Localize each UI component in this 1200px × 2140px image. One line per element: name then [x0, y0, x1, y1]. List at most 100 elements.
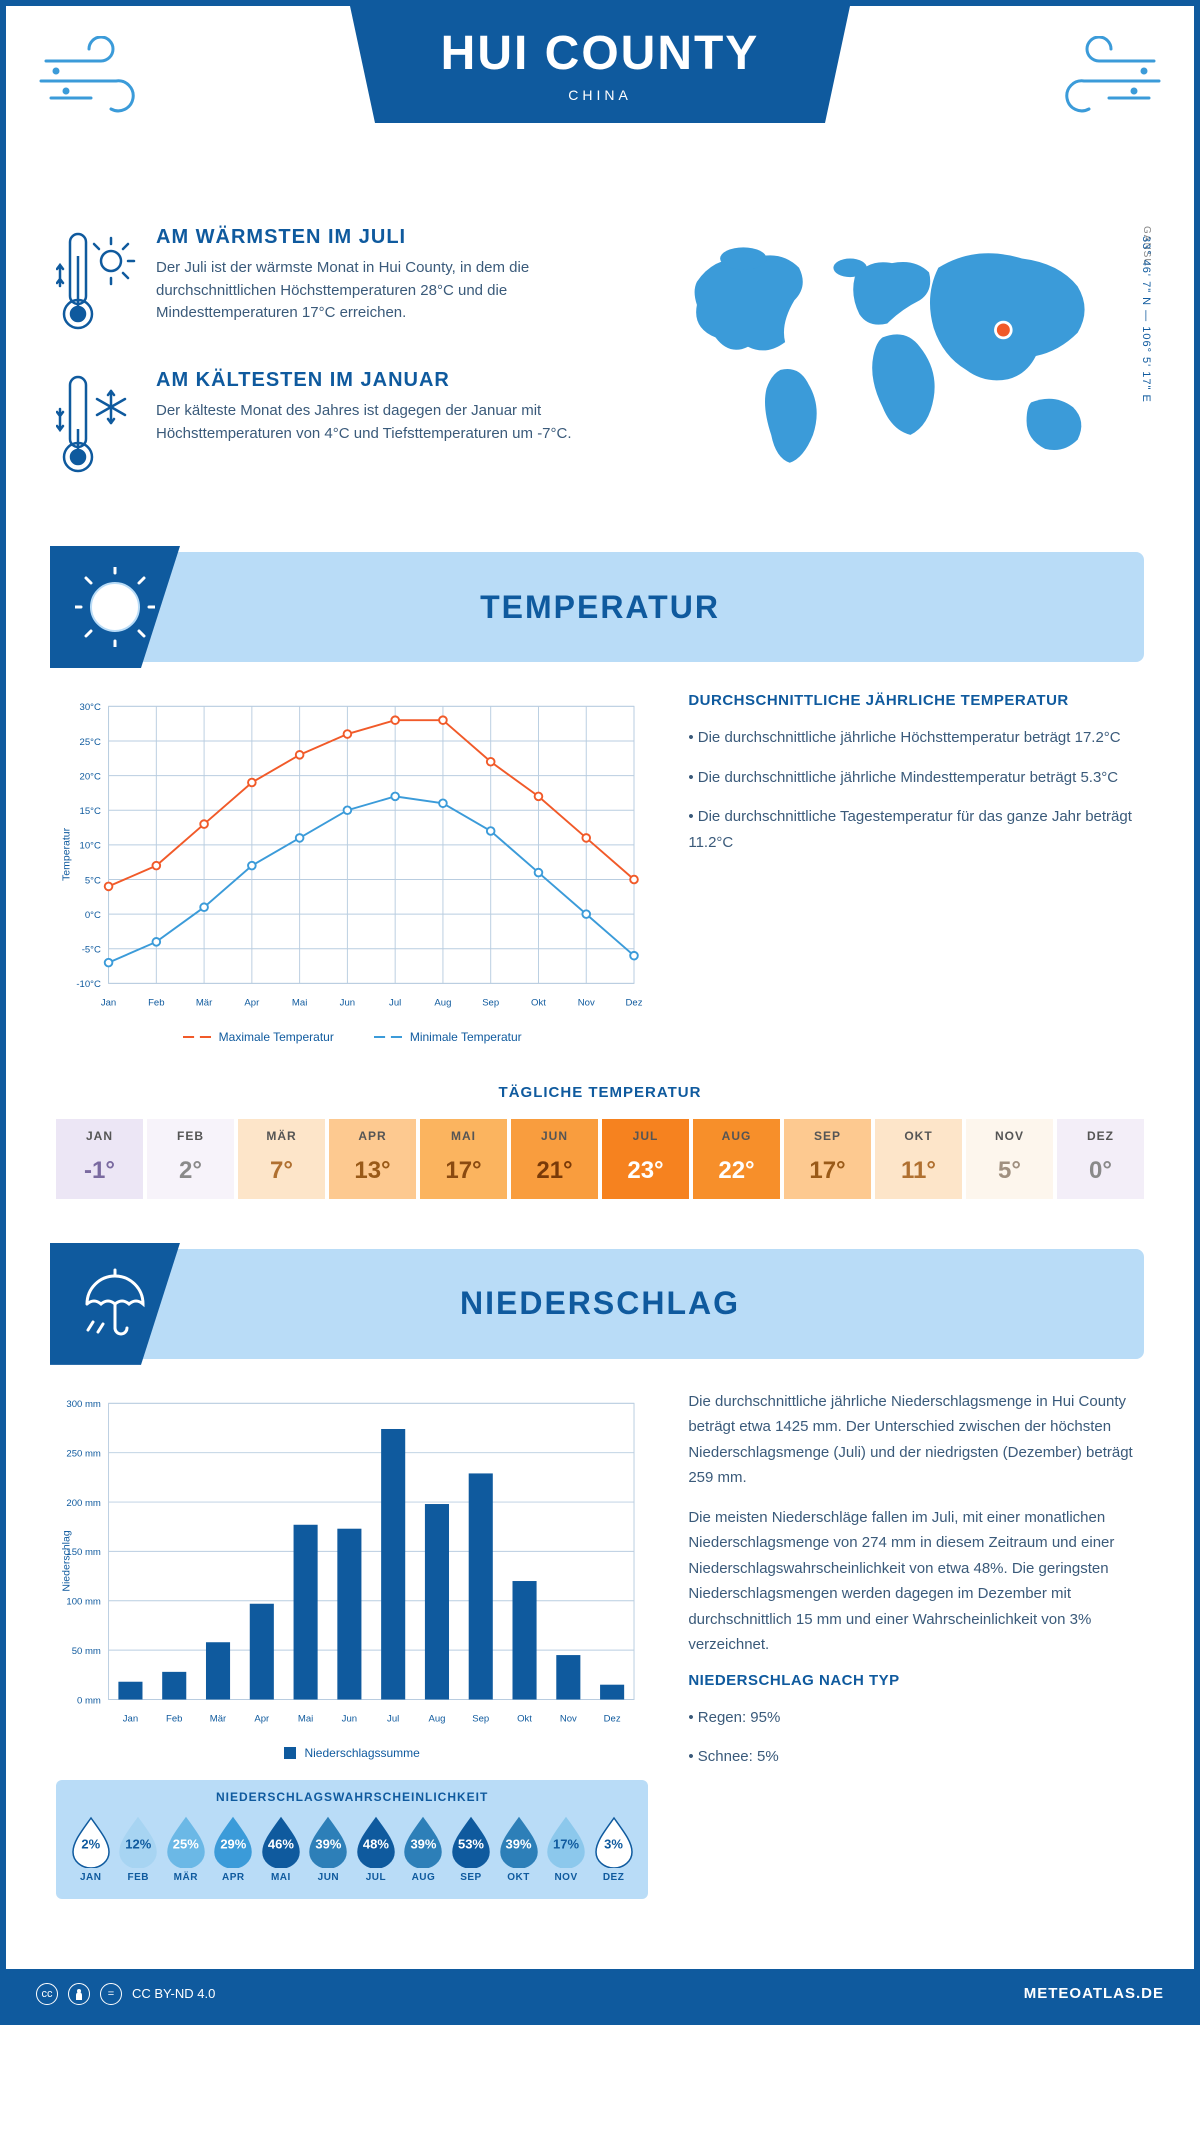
intro-section: AM WÄRMSTEN IM JULI Der Juli ist der wär…	[56, 226, 1144, 512]
footer: cc = CC BY-ND 4.0 METEOATLAS.DE	[6, 1969, 1194, 2019]
precip-legend: Niederschlagssumme	[56, 1746, 648, 1760]
drop-cell: 46%MAI	[258, 1816, 304, 1883]
precip-prob-heading: NIEDERSCHLAGSWAHRSCHEINLICHKEIT	[68, 1790, 636, 1804]
site-name: METEOATLAS.DE	[1024, 1985, 1164, 2002]
svg-text:Jul: Jul	[389, 997, 401, 1008]
temp-cell: JUL23°	[602, 1119, 689, 1199]
svg-text:Apr: Apr	[254, 1713, 270, 1724]
svg-text:-10°C: -10°C	[76, 979, 101, 990]
world-map	[640, 226, 1144, 486]
coldest-heading: AM KÄLTESTEN IM JANUAR	[156, 369, 610, 392]
svg-text:Temperatur: Temperatur	[60, 827, 72, 881]
svg-text:15°C: 15°C	[80, 806, 101, 817]
drop-cell: 29%APR	[211, 1816, 257, 1883]
header: HUI COUNTY CHINA	[6, 6, 1194, 206]
precip-type-bullet: • Schnee: 5%	[688, 1744, 1144, 1770]
temperature-title: TEMPERATUR	[480, 589, 720, 626]
legend-max: Maximale Temperatur	[219, 1030, 334, 1044]
temp-bullet: • Die durchschnittliche jährliche Mindes…	[688, 765, 1144, 791]
drop-cell: 17%NOV	[543, 1816, 589, 1883]
page: HUI COUNTY CHINA AM WÄRMSTEN IM JULI Der…	[0, 0, 1200, 2025]
svg-text:Sep: Sep	[482, 997, 499, 1008]
precip-p1: Die durchschnittliche jährliche Niedersc…	[688, 1389, 1144, 1491]
nd-icon: =	[100, 1983, 122, 2005]
svg-text:-5°C: -5°C	[82, 945, 101, 956]
svg-text:Mai: Mai	[298, 1713, 313, 1724]
thermometer-hot-icon	[56, 226, 136, 341]
svg-text:10°C: 10°C	[80, 841, 101, 852]
legend-min: Minimale Temperatur	[410, 1030, 522, 1044]
precip-probability: NIEDERSCHLAGSWAHRSCHEINLICHKEIT 2%JAN12%…	[56, 1780, 648, 1899]
temperature-legend: Maximale Temperatur Minimale Temperatur	[56, 1030, 648, 1044]
daily-temp-heading: TÄGLICHE TEMPERATUR	[56, 1084, 1144, 1101]
temp-cell: FEB2°	[147, 1119, 234, 1199]
precip-chart: 0 mm50 mm100 mm150 mm200 mm250 mm300 mmN…	[56, 1389, 648, 1899]
svg-text:Mär: Mär	[196, 997, 213, 1008]
svg-text:Dez: Dez	[626, 997, 643, 1008]
svg-text:250 mm: 250 mm	[66, 1448, 101, 1459]
svg-text:100 mm: 100 mm	[66, 1596, 101, 1607]
temperature-chart: -10°C-5°C0°C5°C10°C15°C20°C25°C30°CJanFe…	[56, 692, 648, 1044]
drop-cell: 25%MÄR	[163, 1816, 209, 1883]
precip-p2: Die meisten Niederschläge fallen im Juli…	[688, 1505, 1144, 1658]
svg-text:Jan: Jan	[123, 1713, 138, 1724]
drop-cell: 39%JUN	[306, 1816, 352, 1883]
drop-cell: 39%AUG	[401, 1816, 447, 1883]
temp-bullet: • Die durchschnittliche jährliche Höchst…	[688, 725, 1144, 751]
wind-icon	[1054, 36, 1164, 131]
svg-text:50 mm: 50 mm	[72, 1646, 101, 1657]
precip-type-heading: NIEDERSCHLAG NACH TYP	[688, 1672, 1144, 1689]
warmest-block: AM WÄRMSTEN IM JULI Der Juli ist der wär…	[56, 226, 610, 341]
svg-text:Niederschlag: Niederschlag	[60, 1530, 72, 1591]
precip-type-bullet: • Regen: 95%	[688, 1705, 1144, 1731]
coldest-block: AM KÄLTESTEN IM JANUAR Der kälteste Mona…	[56, 369, 610, 484]
wind-icon	[36, 36, 146, 131]
temp-bullet: • Die durchschnittliche Tagestemperatur …	[688, 804, 1144, 855]
temp-cell: DEZ0°	[1057, 1119, 1144, 1199]
precip-text: Die durchschnittliche jährliche Niedersc…	[688, 1389, 1144, 1899]
thermometer-cold-icon	[56, 369, 136, 484]
svg-text:Feb: Feb	[166, 1713, 182, 1724]
temperature-summary: DURCHSCHNITTLICHE JÄHRLICHE TEMPERATUR •…	[688, 692, 1144, 1044]
svg-text:5°C: 5°C	[85, 875, 101, 886]
svg-text:Jan: Jan	[101, 997, 116, 1008]
cc-icon: cc	[36, 1983, 58, 2005]
precip-legend-label: Niederschlagssumme	[304, 1746, 419, 1760]
drop-cell: 39%OKT	[496, 1816, 542, 1883]
svg-text:Mär: Mär	[210, 1713, 227, 1724]
drop-cell: 53%SEP	[448, 1816, 494, 1883]
drop-cell: 48%JUL	[353, 1816, 399, 1883]
svg-text:Nov: Nov	[560, 1713, 577, 1724]
temp-summary-heading: DURCHSCHNITTLICHE JÄHRLICHE TEMPERATUR	[688, 692, 1144, 709]
svg-text:Feb: Feb	[148, 997, 164, 1008]
sun-icon	[50, 546, 180, 668]
svg-text:Mai: Mai	[292, 997, 307, 1008]
svg-text:Aug: Aug	[434, 997, 451, 1008]
temp-cell: APR13°	[329, 1119, 416, 1199]
temp-cell: JUN21°	[511, 1119, 598, 1199]
svg-text:Jul: Jul	[387, 1713, 399, 1724]
umbrella-icon	[50, 1243, 180, 1365]
precip-section-header: NIEDERSCHLAG	[56, 1249, 1144, 1359]
coldest-text: Der kälteste Monat des Jahres ist dagege…	[156, 400, 610, 445]
temperature-section-header: TEMPERATUR	[56, 552, 1144, 662]
drop-cell: 2%JAN	[68, 1816, 114, 1883]
temp-cell: MÄR7°	[238, 1119, 325, 1199]
drop-cell: 12%FEB	[116, 1816, 162, 1883]
svg-text:Apr: Apr	[244, 997, 260, 1008]
svg-text:Aug: Aug	[428, 1713, 445, 1724]
svg-text:Jun: Jun	[342, 1713, 357, 1724]
svg-text:0 mm: 0 mm	[77, 1695, 101, 1706]
svg-text:Dez: Dez	[604, 1713, 621, 1724]
by-icon	[68, 1983, 90, 2005]
page-title: HUI COUNTY	[430, 26, 770, 81]
svg-text:Okt: Okt	[517, 1713, 532, 1724]
svg-text:Jun: Jun	[340, 997, 355, 1008]
drop-cell: 3%DEZ	[591, 1816, 637, 1883]
svg-text:Sep: Sep	[472, 1713, 489, 1724]
temp-cell: NOV5°	[966, 1119, 1053, 1199]
warmest-text: Der Juli ist der wärmste Monat in Hui Co…	[156, 257, 610, 325]
temp-cell: SEP17°	[784, 1119, 871, 1199]
svg-text:30°C: 30°C	[80, 702, 101, 713]
warmest-heading: AM WÄRMSTEN IM JULI	[156, 226, 610, 249]
